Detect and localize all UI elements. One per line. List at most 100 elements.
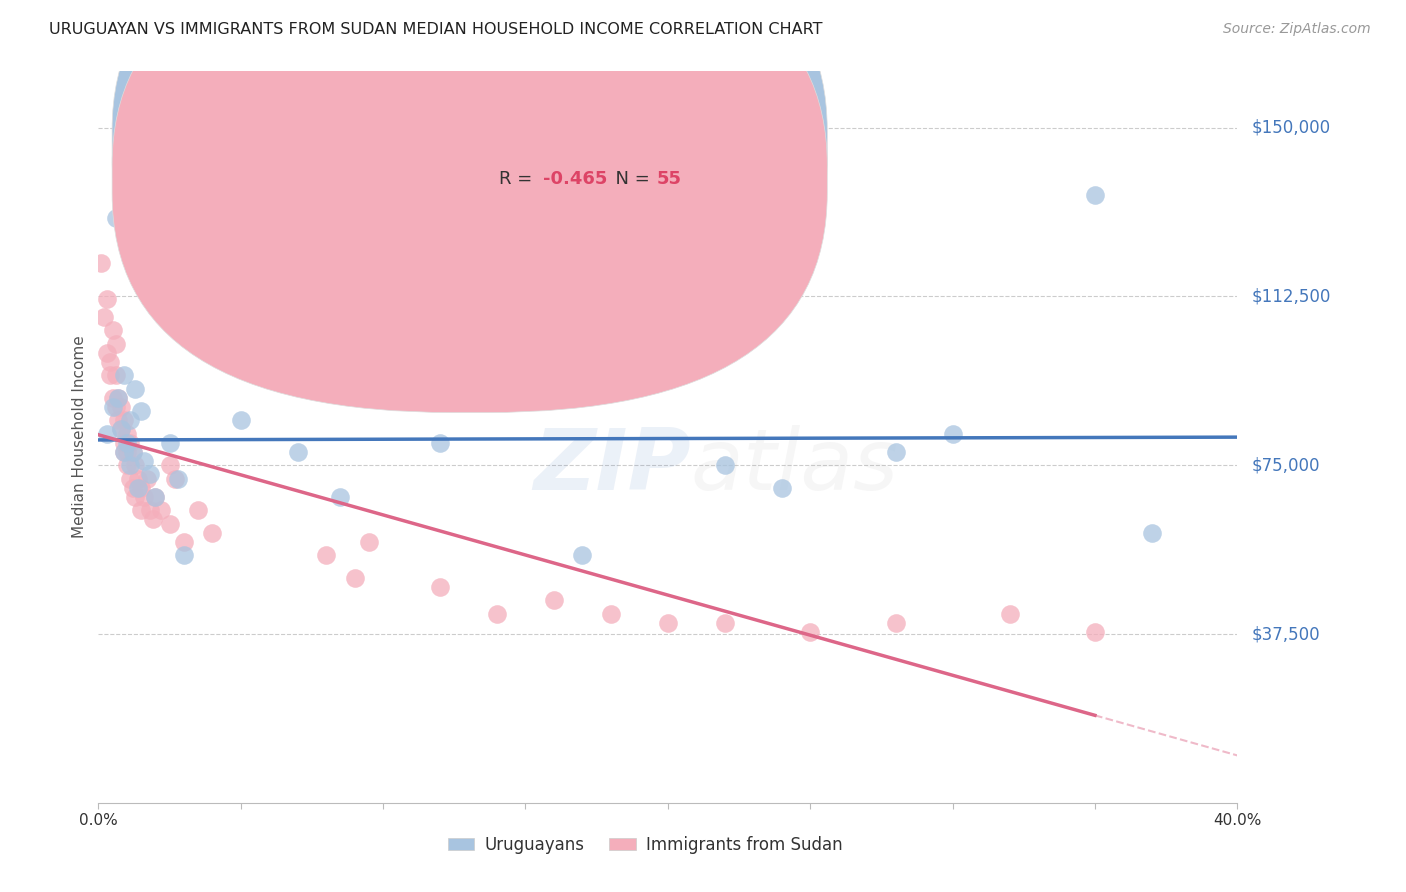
Point (135, 472, 157, 486)
Point (657, 615, 679, 630)
Point (98, 354, 121, 368)
Point (104, 211, 127, 225)
Point (998, 607, 1021, 621)
Point (101, 400, 124, 414)
Point (942, 426, 965, 441)
Point (107, 391, 129, 405)
Point (173, 548, 195, 562)
Point (118, 413, 141, 427)
Point (127, 481, 149, 495)
Text: N =: N = (605, 135, 655, 153)
Point (229, 413, 252, 427)
Point (110, 422, 132, 436)
Text: Source: ZipAtlas.com: Source: ZipAtlas.com (1223, 22, 1371, 37)
Legend: Uruguayans, Immigrants from Sudan: Uruguayans, Immigrants from Sudan (441, 829, 849, 860)
Point (141, 512, 163, 526)
Point (112, 435, 135, 450)
Point (138, 467, 160, 482)
Point (1084, 624, 1107, 639)
Point (357, 534, 380, 549)
Text: $112,500: $112,500 (1251, 287, 1330, 305)
Point (112, 444, 135, 458)
Text: N =: N = (605, 170, 655, 188)
Point (799, 624, 821, 639)
Point (329, 490, 352, 504)
Point (145, 490, 167, 504)
Point (124, 458, 146, 473)
Point (600, 607, 623, 621)
Point (127, 472, 149, 486)
Point (429, 435, 451, 450)
Point (110, 422, 132, 436)
Point (107, 413, 129, 427)
Text: $75,000: $75,000 (1251, 456, 1320, 475)
Point (429, 580, 451, 594)
Point (884, 444, 907, 458)
Point (98, 368, 121, 383)
Text: R =: R = (499, 170, 538, 188)
Point (287, 444, 309, 458)
Point (201, 525, 224, 540)
Point (96, 292, 118, 306)
Point (115, 444, 138, 458)
Point (187, 503, 209, 517)
Point (96, 345, 118, 359)
Text: $150,000: $150,000 (1251, 119, 1330, 136)
Point (138, 503, 160, 517)
Point (132, 490, 155, 504)
Point (121, 481, 143, 495)
FancyBboxPatch shape (434, 104, 718, 207)
Point (159, 458, 181, 473)
Point (159, 435, 181, 450)
Point (90, 255, 112, 269)
Text: 31: 31 (657, 135, 682, 153)
Point (93, 310, 115, 324)
Point (121, 444, 143, 458)
Point (173, 534, 195, 549)
Point (129, 481, 152, 495)
Text: R =: R = (499, 135, 538, 153)
Point (770, 481, 793, 495)
Point (145, 490, 167, 504)
Point (112, 444, 135, 458)
Point (167, 472, 190, 486)
Point (543, 593, 565, 607)
Text: 0.262: 0.262 (543, 135, 606, 153)
Text: -0.465: -0.465 (543, 170, 607, 188)
Point (104, 400, 127, 414)
Point (112, 413, 135, 427)
Point (714, 458, 737, 473)
Point (101, 391, 124, 405)
Text: atlas: atlas (690, 425, 898, 508)
Point (129, 404, 152, 418)
Text: 55: 55 (657, 170, 682, 188)
Point (112, 368, 135, 383)
Text: ZIP: ZIP (533, 425, 690, 508)
Point (1084, 188, 1107, 202)
Text: $37,500: $37,500 (1251, 625, 1320, 643)
Point (115, 435, 138, 450)
FancyBboxPatch shape (112, 0, 827, 377)
Point (115, 426, 138, 441)
Point (104, 336, 127, 351)
Point (124, 382, 146, 396)
Point (121, 444, 143, 458)
Point (343, 571, 366, 585)
Point (486, 607, 509, 621)
Point (571, 548, 593, 562)
Point (150, 503, 173, 517)
Point (104, 368, 127, 383)
FancyBboxPatch shape (112, 0, 827, 413)
Point (714, 615, 737, 630)
Point (110, 400, 132, 414)
Point (165, 472, 187, 486)
Point (101, 323, 124, 337)
Point (884, 615, 907, 630)
Point (315, 548, 337, 562)
Point (129, 503, 152, 517)
Point (1140, 525, 1163, 540)
Point (118, 435, 141, 450)
Text: URUGUAYAN VS IMMIGRANTS FROM SUDAN MEDIAN HOUSEHOLD INCOME CORRELATION CHART: URUGUAYAN VS IMMIGRANTS FROM SUDAN MEDIA… (49, 22, 823, 37)
Point (118, 458, 141, 473)
Y-axis label: Median Household Income: Median Household Income (72, 335, 87, 539)
